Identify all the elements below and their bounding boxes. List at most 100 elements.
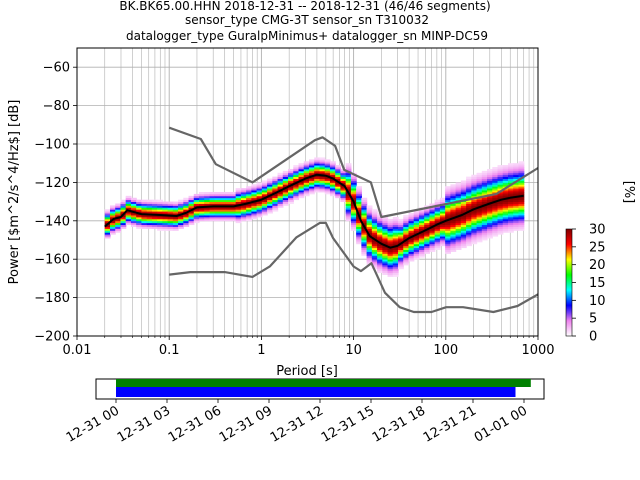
density-cell <box>199 197 205 201</box>
density-cell <box>487 205 493 208</box>
density-cell <box>502 218 509 222</box>
density-cell <box>246 186 252 189</box>
density-cell <box>471 176 478 179</box>
density-cell <box>288 170 294 174</box>
density-cell <box>303 188 310 191</box>
density-cell <box>508 165 514 168</box>
density-cell <box>361 213 368 216</box>
density-cell <box>251 215 258 218</box>
density-cell <box>513 205 520 208</box>
density-cell <box>377 259 383 262</box>
density-cell <box>424 240 431 243</box>
density-cell <box>340 188 347 191</box>
density-cell <box>251 193 258 197</box>
density-cell <box>125 195 132 199</box>
density-cell <box>476 176 483 179</box>
density-cell <box>418 255 425 258</box>
density-cell <box>251 209 258 212</box>
density-cell <box>429 222 436 226</box>
density-cell <box>434 211 441 214</box>
density-cell <box>199 203 205 206</box>
density-cell <box>377 226 383 229</box>
density-cell <box>240 193 247 197</box>
density-cell <box>460 184 467 187</box>
density-cell <box>466 195 472 199</box>
density-cell <box>476 232 483 235</box>
density-cell <box>392 241 399 245</box>
density-cell <box>225 195 232 199</box>
density-cell <box>366 226 373 229</box>
density-cell <box>288 201 294 204</box>
density-cell <box>345 199 352 202</box>
density-cell <box>445 247 451 250</box>
density-cell <box>282 197 289 201</box>
density-cell <box>219 213 226 216</box>
density-cell <box>439 230 446 233</box>
density-cell <box>466 205 472 208</box>
density-cell <box>513 170 520 174</box>
density-cell <box>424 209 431 212</box>
density-cell <box>345 201 352 204</box>
density-cell <box>356 230 362 233</box>
density-cell <box>450 238 457 241</box>
density-cell <box>387 228 394 231</box>
density-cell <box>429 241 436 245</box>
colorbar-label: [%] <box>621 181 636 204</box>
density-cell <box>508 222 514 226</box>
density-cell <box>513 174 520 178</box>
density-cell <box>235 207 242 210</box>
density-cell <box>178 220 184 224</box>
density-cell <box>492 182 499 185</box>
density-cell <box>256 184 263 187</box>
density-cell <box>476 236 483 239</box>
density-cell <box>429 209 436 212</box>
density-cell <box>251 207 258 210</box>
density-cell <box>508 190 514 193</box>
density-cell <box>371 247 378 250</box>
density-cell <box>387 251 394 254</box>
density-cell <box>413 226 420 229</box>
density-cell <box>356 193 362 197</box>
density-cell <box>267 205 273 208</box>
density-cell <box>314 163 321 166</box>
density-cell <box>350 193 357 197</box>
density-cell <box>261 209 268 212</box>
density-cell <box>513 184 520 187</box>
density-cell <box>356 190 362 193</box>
density-cell <box>450 222 457 226</box>
density-cell <box>104 213 111 216</box>
density-cell <box>434 228 441 231</box>
density-cell <box>492 205 499 208</box>
density-cell <box>361 218 368 222</box>
density-cell <box>141 220 148 224</box>
density-cell <box>345 167 352 170</box>
density-cell <box>408 222 415 226</box>
density-cell <box>199 209 205 212</box>
density-cell <box>450 230 457 233</box>
density-cell <box>298 192 305 195</box>
density-cell <box>455 207 462 210</box>
density-cell <box>392 263 399 266</box>
density-cell <box>445 197 451 201</box>
density-cell <box>403 234 410 237</box>
colorbar-tick-label: 25 <box>589 240 606 255</box>
density-cell <box>497 226 504 229</box>
density-cell <box>293 170 300 174</box>
density-cell <box>392 255 399 258</box>
colorbar-scale <box>565 228 573 337</box>
density-cell <box>450 220 457 224</box>
density-cell <box>251 213 258 216</box>
density-cell <box>282 193 289 197</box>
density-cell <box>418 247 425 250</box>
density-cell <box>104 224 111 227</box>
density-cell <box>424 213 431 216</box>
density-cell <box>209 207 216 210</box>
density-cell <box>371 234 378 237</box>
density-cell <box>361 247 368 250</box>
density-cell <box>513 218 520 222</box>
density-cell <box>487 215 493 218</box>
density-cell <box>439 211 446 214</box>
density-cell <box>408 249 415 252</box>
density-cell <box>518 222 525 226</box>
density-cell <box>350 220 357 224</box>
